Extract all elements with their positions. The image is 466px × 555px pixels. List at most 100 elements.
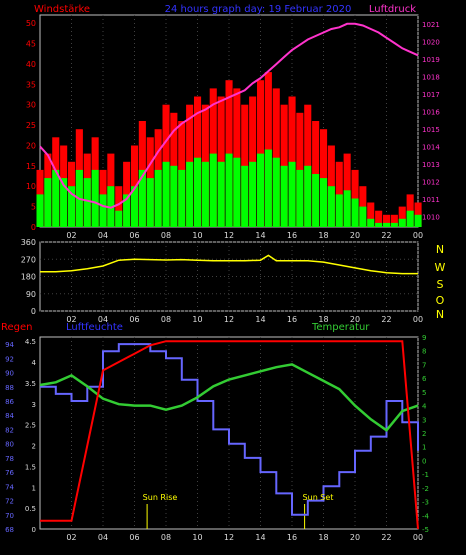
wind-avg-bar: [312, 174, 320, 227]
wind-avg-bar: [194, 157, 202, 227]
humidity-y-tick-label: 88: [5, 384, 14, 392]
humidity-y-tick-label: 72: [5, 498, 14, 506]
direction-y-tick-label: 0: [31, 307, 36, 316]
temperature-y-tick-label: -4: [422, 512, 430, 520]
climate-x-tick-label: 12: [224, 533, 234, 542]
rain-y-tick-label: 3: [32, 401, 36, 409]
pressure-y-tick-label: 1019: [422, 56, 440, 64]
wind-avg-bar: [264, 149, 272, 227]
pressure-line: [39, 22, 419, 209]
pressure-axis-label: Luftdruck: [369, 4, 416, 15]
wind-gust-bar: [288, 96, 296, 227]
climate-panel: 02 04 06 08 10 12 14 16 18 20 22 006870727476788082…: [5, 334, 429, 542]
wind-avg-bar: [359, 206, 367, 227]
direction-x-tick-label: 20: [350, 315, 360, 324]
wind-gust-bar: [390, 214, 398, 227]
direction-x-tick-label: 18: [318, 315, 328, 324]
wind-avg-bar: [320, 178, 328, 227]
wind-x-tick-label: 04: [98, 231, 108, 240]
temperature-y-tick-label: -5: [422, 526, 429, 534]
climate-x-tick-label: 02: [66, 533, 76, 542]
wind-avg-bar: [390, 222, 398, 227]
wind-avg-bar: [186, 161, 194, 227]
wind-gust-bar: [351, 169, 359, 227]
wind-avg-bar: [249, 161, 257, 227]
wind-avg-bar: [296, 169, 304, 227]
compass-label-s: S: [437, 278, 444, 291]
rain-y-tick-label: 4.5: [25, 338, 36, 346]
climate-x-tick-label: 06: [129, 533, 139, 542]
wind-avg-bar: [162, 161, 170, 227]
humidity-y-tick-label: 78: [5, 455, 14, 463]
pressure-y-tick-label: 1015: [422, 126, 440, 134]
wind-y-tick-label: 5: [31, 203, 36, 212]
wind-avg-bar: [335, 194, 343, 227]
pressure-y-tick-label: 1011: [422, 196, 440, 204]
wind-avg-bar: [367, 218, 375, 227]
temperature-y-tick-label: -1: [422, 471, 429, 479]
rain-y-tick-label: 4: [32, 359, 37, 367]
wind-x-tick-label: 08: [161, 231, 171, 240]
direction-x-tick-label: 08: [161, 315, 171, 324]
pressure-y-tick-label: 1018: [422, 73, 440, 81]
wind-avg-bar: [272, 157, 280, 227]
rain-axis-label: Regen: [1, 322, 33, 333]
wind-avg-bar: [131, 186, 139, 227]
climate-x-tick-label: 18: [318, 533, 328, 542]
wind-x-tick-label: 18: [318, 231, 328, 240]
wind-avg-bar: [123, 194, 131, 227]
rain-y-tick-label: 2: [32, 443, 36, 451]
climate-x-tick-label: 08: [161, 533, 171, 542]
wind-y-tick-label: 35: [26, 80, 36, 89]
wind-avg-bar: [327, 186, 335, 227]
wind-x-tick-label: 22: [381, 231, 391, 240]
temperature-y-tick-label: 0: [422, 457, 426, 465]
humidity-y-tick-label: 86: [5, 398, 14, 406]
wind-y-tick-label: 25: [26, 121, 36, 130]
temperature-y-tick-label: -2: [422, 485, 429, 493]
wind-avg-bar: [68, 186, 76, 227]
climate-x-tick-label: 16: [287, 533, 297, 542]
direction-x-tick-label: 16: [287, 315, 297, 324]
wind-avg-bar: [233, 157, 241, 227]
direction-x-tick-label: 22: [381, 315, 391, 324]
direction-x-tick-label: 04: [98, 315, 108, 324]
direction-x-tick-label: 14: [255, 315, 265, 324]
rain-y-tick-label: 0.5: [25, 505, 36, 513]
humidity-y-tick-label: 90: [5, 370, 14, 378]
direction-x-tick-label: 02: [66, 315, 76, 324]
climate-x-tick-label: 20: [350, 533, 360, 542]
wind-avg-bar: [201, 161, 209, 227]
pressure-y-tick-label: 1010: [422, 213, 440, 221]
wind-avg-bar: [398, 218, 406, 227]
temperature-y-tick-label: 3: [422, 416, 426, 424]
wind-gust-bar: [375, 210, 383, 227]
temperature-y-tick-label: 1: [422, 444, 426, 452]
wind-direction-line: [40, 254, 418, 275]
wind-avg-bar: [146, 178, 154, 227]
direction-y-tick-label: 360: [21, 238, 36, 247]
wind-x-tick-label: 16: [287, 231, 297, 240]
rain-y-tick-label: 1: [32, 484, 36, 492]
climate-x-tick-label: 04: [98, 533, 108, 542]
wind-avg-bar: [375, 222, 383, 227]
rain-line: [40, 340, 419, 530]
wind-panel: 02 04 06 08 10 12 14 16 18 20 22 000510152025303540…: [26, 15, 440, 240]
direction-x-tick-label: 00: [413, 315, 423, 324]
compass-label-o: O: [436, 294, 445, 307]
pressure-y-tick-label: 1012: [422, 178, 440, 186]
climate-x-tick-label: 22: [381, 533, 391, 542]
rain-y-tick-label: 1.5: [25, 463, 36, 471]
humidity-y-tick-label: 68: [5, 526, 14, 534]
humidity-axis-label: Luftfeuchte: [66, 322, 123, 333]
pressure-y-tick-label: 1013: [422, 161, 440, 169]
wind-x-tick-label: 14: [255, 231, 265, 240]
humidity-y-tick-label: 80: [5, 441, 14, 449]
pressure-y-tick-label: 1014: [422, 143, 440, 151]
pressure-y-tick-label: 1017: [422, 91, 440, 99]
wind-avg-bar: [257, 153, 265, 227]
temperature-line: [39, 363, 419, 432]
rain-y-tick-label: 0: [32, 526, 36, 534]
wind-gust-bar: [398, 206, 406, 227]
